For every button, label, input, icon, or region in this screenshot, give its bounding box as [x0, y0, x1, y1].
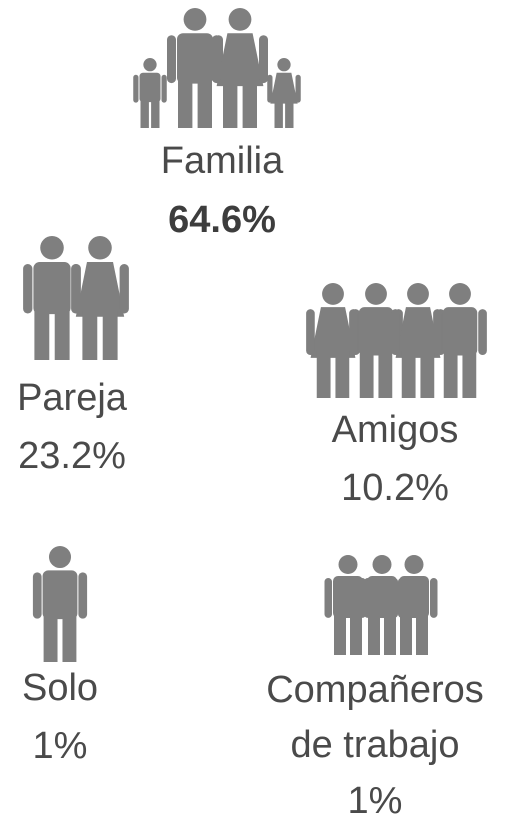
person-icon-part [88, 236, 112, 260]
person-icon-part [358, 307, 394, 356]
person-icon-part [462, 351, 477, 398]
person-icon-part [384, 614, 396, 655]
person-icon-part [75, 262, 125, 317]
person-icon-part [78, 572, 88, 619]
person-icon-part [139, 72, 161, 103]
person-icon-part [322, 283, 344, 305]
person-icon-part [183, 8, 207, 31]
person-icon-part [177, 33, 213, 84]
person-icon-part [416, 614, 428, 655]
person-icon-part [399, 576, 429, 618]
person-icon-part [391, 309, 400, 356]
person-icon-part [212, 35, 221, 84]
person-icon-part [395, 307, 441, 358]
person-icon-part [54, 310, 70, 360]
person-icon-part [404, 555, 424, 574]
person-icon-part [40, 236, 64, 260]
person-icon-part [133, 74, 139, 103]
person-icon-part [178, 79, 193, 128]
person-icon-part [295, 74, 301, 103]
person-icon-part [267, 74, 273, 103]
person-icon-part [358, 578, 366, 618]
person-icon-part [443, 351, 458, 398]
person-icon-part [228, 8, 252, 31]
person-icon-part [433, 309, 442, 356]
person-icon-part [306, 309, 315, 356]
person-icon-part [401, 351, 416, 398]
item-value: 1% [33, 725, 88, 767]
person-icon-part [334, 614, 346, 655]
item-value: 10.2% [341, 467, 449, 509]
item-value: 64.6% [168, 199, 276, 241]
person-icon-part [478, 309, 487, 356]
item-label: de trabajo [290, 724, 459, 766]
person-icon-part [333, 576, 363, 618]
person-icon-part [43, 615, 58, 662]
person-icon-part [310, 307, 356, 358]
item-label: Compañeros [266, 669, 484, 711]
person-icon-part [274, 98, 283, 128]
item-label: Familia [161, 140, 284, 182]
person-icon-part [378, 351, 393, 398]
person-icon-part [259, 35, 268, 84]
person-icon-part [62, 615, 77, 662]
person-icon-part [34, 310, 50, 360]
person-icon-part [420, 351, 435, 398]
item-value: 1% [348, 780, 403, 822]
item-label: Pareja [17, 377, 128, 419]
person-icon-part [407, 283, 429, 305]
person-icon-part [216, 33, 264, 87]
person-icon-part [223, 79, 238, 128]
person-icon-part [32, 572, 42, 619]
person-icon-part [335, 351, 350, 398]
person-icon-part [359, 351, 374, 398]
person-icon-part [161, 74, 167, 103]
person-icon-part [372, 555, 392, 574]
person-icon-part [33, 262, 71, 315]
person-icon-part [316, 351, 331, 398]
person-icon-part [367, 576, 397, 618]
person-icon-part [140, 98, 149, 128]
icons [23, 8, 487, 662]
person-icon-part [242, 79, 257, 128]
person-icon-part [442, 307, 478, 356]
person-icon-part [197, 79, 212, 128]
item-value: 23.2% [18, 435, 126, 477]
person-icon-part [368, 614, 380, 655]
person-icon-part [270, 72, 298, 104]
person-icon-part [102, 310, 118, 360]
person-icon-part [349, 309, 358, 356]
person-icon-part [23, 264, 33, 314]
person-icon-part [151, 98, 160, 128]
person-icon-part [143, 58, 157, 72]
item-label: Amigos [332, 409, 459, 451]
person-icon-part [71, 264, 81, 314]
person-icon-part [350, 614, 362, 655]
person-icon-part [338, 555, 358, 574]
item-label: Solo [22, 667, 98, 709]
person-icon-part [277, 58, 291, 72]
person-icon-part [365, 283, 387, 305]
person-icon-part [430, 578, 438, 618]
person-icon-part [285, 98, 294, 128]
person-icon-part [324, 578, 332, 618]
person-icon-part [48, 546, 72, 569]
person-icon-part [449, 283, 471, 305]
person-icon-part [119, 264, 129, 314]
person-icon-part [398, 578, 406, 618]
person-icon-part [167, 35, 176, 84]
person-icon-part [82, 310, 98, 360]
person-icon-part [42, 570, 78, 620]
person-icon-part [400, 614, 412, 655]
